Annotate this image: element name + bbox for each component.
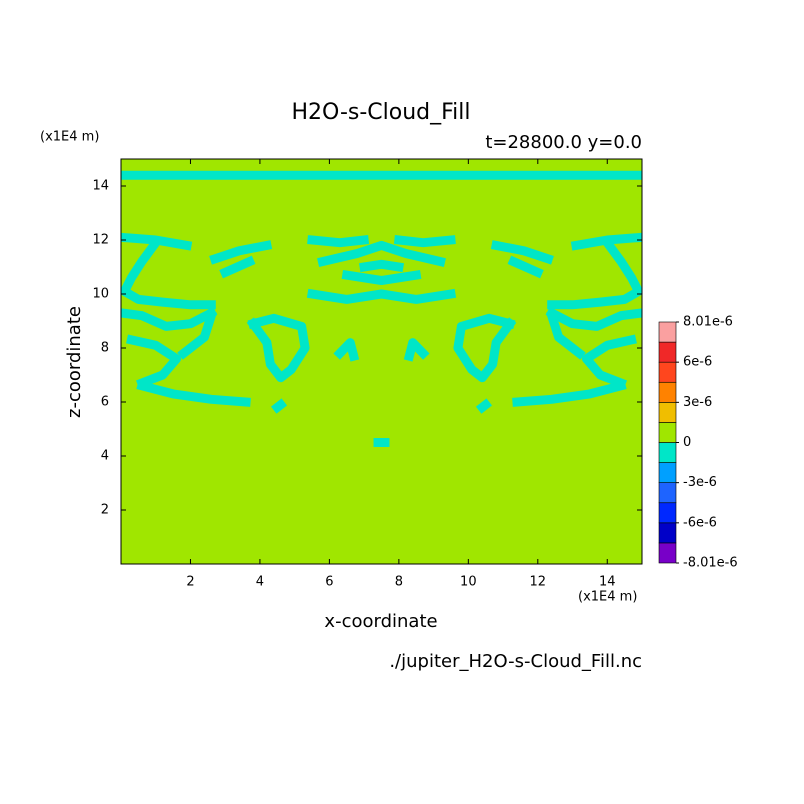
- colorbar-label: 0: [683, 435, 691, 450]
- colorbar-label: -8.01e-6: [683, 556, 738, 571]
- y-unit: (x1E4 m): [40, 130, 99, 145]
- x-tick-label: 14: [599, 575, 616, 590]
- contour-band: [317, 240, 446, 268]
- contour-band: [581, 334, 637, 389]
- contour-band: [393, 235, 456, 248]
- contour-band: [475, 398, 493, 414]
- contour-band: [209, 240, 273, 265]
- contour-band: [358, 259, 405, 273]
- contour-band: [546, 309, 586, 360]
- contour-band: [403, 338, 430, 362]
- colorbar-box: [658, 422, 677, 443]
- contour-band: [121, 236, 216, 310]
- contour-band: [507, 255, 544, 279]
- colorbar-label: 3e-6: [683, 395, 712, 410]
- contour-band: [547, 236, 642, 310]
- colorbar-box: [658, 542, 677, 564]
- x-tick-label: 6: [325, 575, 333, 590]
- contour-band: [453, 313, 517, 383]
- contour-group: [121, 170, 642, 447]
- plot-frame: [120, 158, 643, 565]
- colorbar-label: -3e-6: [683, 475, 717, 490]
- colorbar-box: [658, 381, 677, 403]
- x-axis-label: x-coordinate: [324, 611, 437, 632]
- colorbar-label: 8.01e-6: [683, 315, 733, 330]
- contour-band: [121, 306, 218, 331]
- y-tick-label: 4: [101, 449, 109, 464]
- y-tick-label: 12: [92, 233, 109, 248]
- contour-band: [341, 269, 422, 285]
- x-unit: (x1E4 m): [578, 590, 637, 605]
- chart-subtitle: t=28800.0 y=0.0: [485, 132, 642, 153]
- y-tick-label: 10: [92, 287, 109, 302]
- colorbar-box: [658, 341, 677, 363]
- contour-band: [490, 240, 554, 265]
- x-tick-label: 12: [530, 575, 547, 590]
- footer: ./jupiter_H2O-s-Cloud_Fill.nc: [389, 651, 642, 672]
- colorbar-box: [658, 321, 677, 343]
- contour-band: [126, 334, 182, 389]
- colorbar-box: [658, 442, 677, 463]
- chart-title: H2O-s-Cloud_Fill: [291, 100, 470, 125]
- y-tick-label: 14: [92, 179, 109, 194]
- x-tick-label: 4: [256, 575, 264, 590]
- colorbar-box: [658, 502, 677, 524]
- contour-band: [136, 380, 251, 407]
- contour-band: [306, 288, 457, 304]
- contour-band: [545, 306, 642, 331]
- contour-band: [307, 235, 370, 248]
- colorbar-box: [658, 522, 677, 544]
- colorbar-label: -6e-6: [683, 515, 717, 530]
- colorbar-box: [658, 361, 677, 383]
- colorbar-box: [658, 462, 677, 483]
- x-tick-label: 8: [395, 575, 403, 590]
- x-tick-label: 2: [186, 575, 194, 590]
- colorbar-box: [658, 482, 677, 504]
- contour-band: [512, 380, 627, 407]
- field-background: [121, 159, 642, 564]
- y-tick-label: 8: [101, 341, 109, 356]
- colorbar-label: 6e-6: [683, 355, 712, 370]
- y-tick-label: 6: [101, 395, 109, 410]
- contour-band: [219, 255, 256, 279]
- contour-band: [333, 338, 360, 362]
- contour-band: [270, 398, 288, 414]
- colorbar-box: [658, 402, 677, 423]
- x-tick-label: 10: [460, 575, 477, 590]
- y-tick-label: 2: [101, 503, 109, 518]
- contour-band: [246, 313, 310, 383]
- y-axis-label: z-coordinate: [64, 306, 85, 418]
- contour-band: [177, 309, 217, 360]
